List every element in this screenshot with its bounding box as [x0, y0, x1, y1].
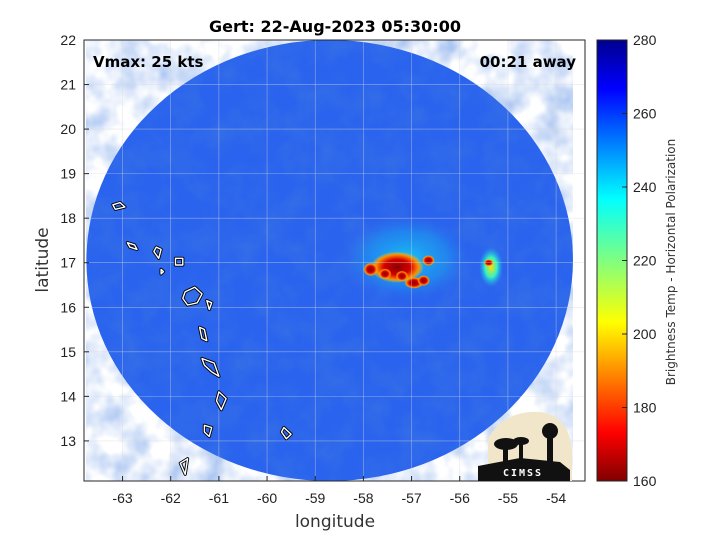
feature-eastern-band: [479, 247, 504, 288]
colorbar-tick-label: 260: [633, 106, 657, 122]
coastline-8: [201, 357, 220, 377]
hot-cell-1: [395, 270, 409, 282]
x-tick-label: -61: [209, 490, 229, 506]
colorbar-tick-label: 180: [633, 400, 657, 416]
colorbar-tick-label: 240: [633, 179, 657, 195]
colorbar-ticks: 160 180 200 220 240 260 280: [622, 32, 657, 489]
logo-text: CIMSS: [503, 468, 543, 479]
colorbar-tick-label: 280: [633, 32, 657, 48]
coastline-12: [179, 458, 189, 475]
x-tick-labels: -63 -62 -61 -60 -59 -58 -57 -56 -55 -54: [112, 490, 566, 506]
y-tick-label: 20: [60, 121, 76, 137]
colorbar-tick-label: 160: [633, 473, 657, 489]
cimss-logo: CIMSS: [478, 411, 572, 481]
coastline-5: [182, 286, 203, 306]
x-tick-label: -56: [450, 490, 470, 506]
convection-features: [339, 213, 504, 303]
y-tick-label: 15: [60, 344, 76, 360]
coastline-6: [206, 299, 213, 311]
swath-texture: [86, 40, 573, 481]
coastline-9: [215, 391, 227, 411]
colorbar-label: Brightness Temp - Horizontal Polarizatio…: [664, 139, 678, 386]
x-tick-label: -57: [401, 490, 421, 506]
y-axis-label: latitude: [33, 227, 53, 292]
coastline-3: [174, 257, 184, 266]
y-tick-label: 16: [60, 299, 76, 315]
y-tick-label: 18: [60, 210, 76, 226]
y-tick-label: 19: [60, 166, 76, 182]
y-tick-label: 14: [60, 388, 76, 404]
x-axis-label: longitude: [295, 512, 375, 532]
vmax-label: Vmax: 25 kts: [93, 53, 203, 71]
x-tick-label: -62: [161, 490, 181, 506]
coastline-4: [160, 268, 165, 275]
y-tick-labels: 13 14 15 16 17 18 19 20 21 22: [60, 32, 76, 449]
coastline-0: [112, 201, 126, 211]
coastline-7: [198, 326, 208, 342]
chart-title: Gert: 22-Aug-2023 05:30:00: [209, 17, 461, 36]
coastline-11: [280, 426, 292, 440]
x-tick-label: -54: [546, 490, 566, 506]
hot-cell-3: [422, 255, 435, 266]
x-tick-label: -60: [257, 490, 277, 506]
coastlines: [111, 201, 293, 476]
hot-cell-0: [378, 268, 392, 280]
coastline-2: [153, 246, 162, 259]
x-tick-label: -55: [498, 490, 518, 506]
coastline-1: [126, 241, 138, 251]
x-tick-label: -58: [353, 490, 373, 506]
hot-cell-2: [417, 275, 430, 286]
x-tick-label: -63: [112, 490, 132, 506]
time-away-label: 00:21 away: [480, 53, 577, 71]
axes-box: [83, 39, 586, 482]
colorbar-tick-label: 220: [633, 253, 657, 269]
x-tick-label: -59: [305, 490, 325, 506]
y-tick-label: 22: [60, 32, 76, 48]
coastline-10: [203, 424, 213, 438]
y-tick-label: 13: [60, 433, 76, 449]
feature-core-cell-west: [363, 262, 378, 277]
y-tick-label: 21: [60, 77, 76, 93]
colorbar-tick-label: 200: [633, 326, 657, 342]
y-tick-label: 17: [60, 255, 76, 271]
swath-layer: [86, 40, 573, 481]
